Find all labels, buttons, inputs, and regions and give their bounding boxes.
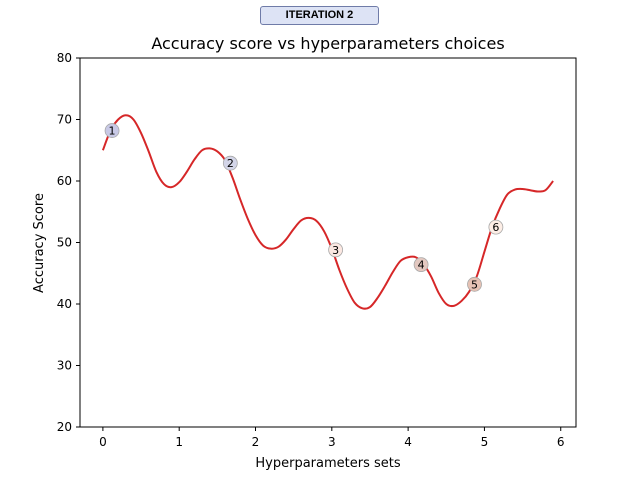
- x-tick-label: 2: [252, 435, 260, 449]
- plot-frame: [79, 57, 577, 428]
- data-point-5: [467, 276, 482, 292]
- data-point-label: 3: [332, 244, 339, 257]
- x-tick-label: 0: [99, 435, 107, 449]
- y-axis: 20 30 40 50 60 70 80: [57, 51, 80, 434]
- x-tick-label: 1: [175, 435, 183, 449]
- data-point-6: [488, 219, 504, 235]
- data-point-label: 6: [492, 221, 499, 234]
- iteration-badge[interactable]: ITERATION 2: [260, 6, 379, 25]
- data-point-3: [328, 242, 344, 258]
- data-point-4: [413, 257, 429, 273]
- accuracy-line: [101, 114, 554, 310]
- chart-title: Accuracy score vs hyperparameters choice…: [151, 34, 504, 53]
- points-layer: 1 2 3 4 5 6: [104, 123, 504, 292]
- y-tick-label: 40: [57, 297, 72, 311]
- y-tick-label: 20: [57, 420, 72, 434]
- y-tick-label: 50: [57, 236, 72, 250]
- data-point-label: 2: [227, 157, 234, 170]
- x-tick-label: 3: [328, 435, 336, 449]
- y-axis-label: Accuracy Score: [32, 193, 47, 293]
- data-point-label: 4: [418, 259, 425, 272]
- data-point-label: 5: [471, 278, 478, 291]
- x-axis: 0 1 2 3 4 5 6: [99, 427, 565, 449]
- data-point-1: [104, 123, 120, 138]
- y-tick-label: 70: [57, 113, 72, 127]
- x-tick-label: 4: [404, 435, 412, 449]
- x-tick-label: 6: [557, 435, 565, 449]
- x-axis-label: Hyperparameters sets: [255, 456, 400, 471]
- y-tick-label: 80: [57, 51, 72, 65]
- data-point-2: [222, 155, 238, 171]
- x-tick-label: 5: [481, 435, 489, 449]
- data-point-label: 1: [109, 125, 116, 138]
- y-tick-label: 30: [57, 359, 72, 373]
- y-tick-label: 60: [57, 174, 72, 188]
